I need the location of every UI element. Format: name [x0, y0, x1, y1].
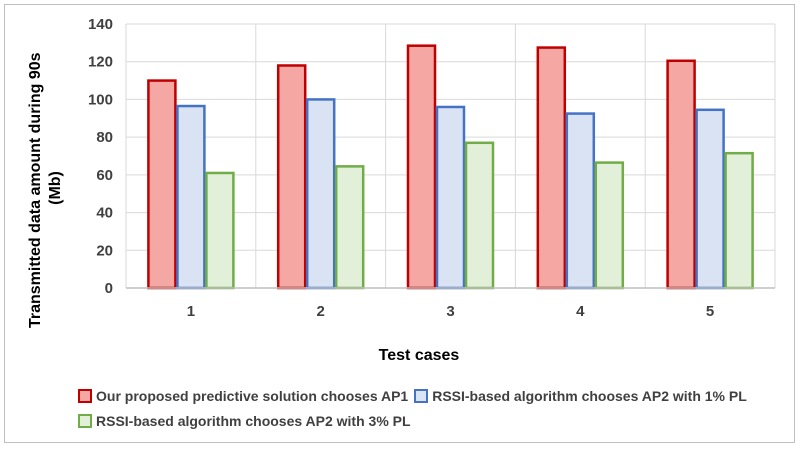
bar-series-3-case-1 [205, 171, 235, 290]
y-tick-labels: 0 20 40 60 80 100 120 140 [88, 16, 113, 297]
y-axis-title-line-1: Transmitted data amount during 90s [27, 52, 44, 328]
x-tick-label: 2 [317, 303, 325, 320]
legend-label-rssi-3pl: RSSI-based algorithm chooses AP2 with 3%… [96, 413, 411, 429]
legend-item-rssi-3pl: RSSI-based algorithm chooses AP2 with 3%… [78, 413, 411, 429]
bar-series-1-case-3 [406, 44, 437, 290]
legend-swatch-proposed [78, 389, 92, 403]
legend-item-proposed: Our proposed predictive solution chooses… [78, 388, 408, 404]
bar-series-2-case-1 [176, 104, 206, 290]
y-tick-label: 60 [96, 167, 113, 184]
bar-series-2-case-5 [695, 108, 725, 290]
bar-series-2-case-3 [435, 105, 466, 290]
legend-swatch-rssi-1pl [414, 389, 429, 403]
legend: Our proposed predictive solution chooses… [78, 388, 788, 429]
bar-series-3-case-2 [334, 165, 365, 290]
bar-series-3-case-4 [594, 161, 625, 290]
x-tick-labels: 1 2 3 4 5 [187, 303, 715, 320]
y-tick-label: 20 [96, 242, 113, 259]
x-axis-title: Test cases [379, 347, 460, 364]
chart-frame [4, 4, 795, 443]
bar-series-3-case-5 [724, 151, 754, 290]
bar-series-1-case-1 [147, 79, 177, 290]
y-axis-title-line-2: (Mb) [47, 171, 64, 205]
bar-series-1-case-2 [276, 64, 307, 290]
bar-series-3-case-3 [464, 141, 495, 290]
y-tick-label: 80 [96, 129, 113, 146]
x-tick-label: 1 [187, 303, 195, 320]
x-tick-label: 3 [446, 303, 454, 320]
y-tick-label: 120 [88, 54, 113, 71]
y-tick-label: 100 [88, 91, 113, 108]
bar-series-1-case-4 [536, 46, 567, 290]
bar-series-2-case-2 [305, 98, 336, 290]
y-axis-title: Transmitted data amount during 90s (Mb) [27, 48, 64, 328]
bar-series-2-case-4 [565, 112, 596, 290]
legend-label-rssi-1pl: RSSI-based algorithm chooses AP2 with 1%… [432, 388, 747, 404]
y-tick-label: 40 [96, 205, 113, 222]
x-tick-label: 5 [706, 303, 714, 320]
y-tick-label: 140 [88, 16, 113, 33]
legend-label-proposed: Our proposed predictive solution chooses… [96, 388, 409, 404]
bar-series-1-case-5 [666, 59, 696, 290]
y-tick-label: 0 [105, 280, 113, 297]
legend-swatch-rssi-3pl [78, 414, 92, 428]
x-tick-label: 4 [576, 303, 585, 320]
bars [147, 44, 754, 290]
legend-item-rssi-1pl: RSSI-based algorithm chooses AP2 with 1%… [414, 388, 747, 404]
